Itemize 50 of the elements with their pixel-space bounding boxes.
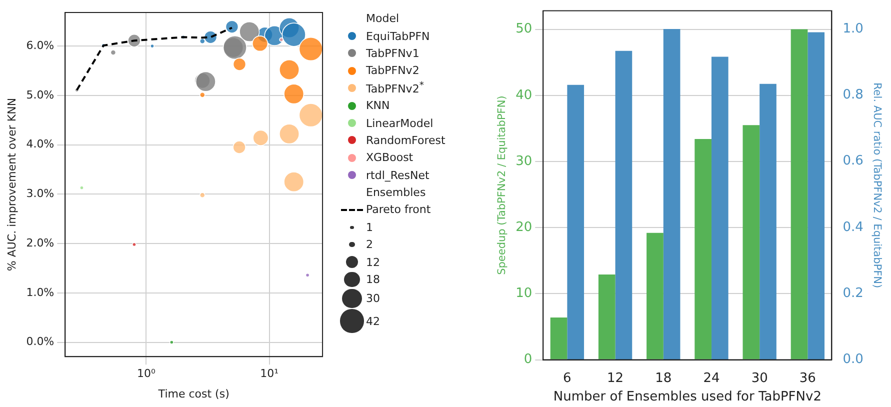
y2-tick-label: 0.8 [842,88,864,103]
y2-tick-label: 0.4 [842,220,864,235]
legend-label: XGBoost [366,151,414,164]
y-tick-label: 50 [516,22,532,37]
legend-label: Pareto front [366,203,431,216]
legend-label: TabPFNv2 [366,64,420,78]
legend-label: 42 [366,314,380,328]
y-tick-label: 40 [516,88,532,103]
y-tick-label: 3.0% [26,187,54,200]
y-tick-label: 5.0% [26,88,54,102]
legend-label: LinearModel [366,116,434,130]
y2-tick-label: 0.6 [842,154,864,169]
legend-label: KNN [366,99,390,112]
y-tick-label: 4.0% [26,138,54,151]
y2-tick-label: 0.2 [842,286,864,302]
legend-label: 30 [366,292,380,306]
y-tick-label: 30 [516,154,532,169]
y-tick-label: 10 [516,286,532,302]
x-tick-label: 6 [563,370,572,386]
x-tick-label: 18 [655,370,672,386]
y2-axis-title: Rel. AUC ratio (TabPFNv2 / EquitabPFN) [870,82,883,288]
x-tick-label: 10⁰ [136,367,156,380]
x-axis-title: Time cost (s) [157,387,230,400]
legend-label: 1 [366,220,373,234]
y-tick-label: 0 [524,352,532,368]
legend-label: TabPFNv2$^{*}$ [366,80,424,96]
legend-label: rtdl_ResNet [366,168,430,182]
y2-tick-label: 0.0 [842,352,864,368]
legend-label: 18 [366,273,380,286]
y-tick-label: 2.0% [26,236,54,250]
y-axis-title: % AUC. improvement over KNN [5,98,18,272]
x-tick-label: 10¹ [260,367,279,380]
y-tick-label: 0.0% [26,335,54,348]
legend-label: 2 [366,238,373,252]
y2-tick-label: 1.0 [842,21,864,36]
legend-label: RandomForest [366,134,446,147]
legend-label: 12 [366,256,380,269]
x-tick-label: 30 [751,370,768,386]
y-axis-title: Speedup (TabPFNv2 / EquitabPFN) [496,96,508,275]
y-tick-label: 20 [516,220,532,235]
x-tick-label: 12 [607,370,624,386]
legend-label: EquiTabPFN [366,30,430,43]
legend-label: TabPFNv1 [366,46,420,60]
x-tick-label: 24 [703,370,720,386]
y-tick-label: 6.0% [26,38,54,52]
y-tick-label: 1.0% [26,286,54,299]
text: Ensembles [366,186,426,200]
x-axis-title: Number of Ensembles used for TabPFNv2 [553,390,822,405]
legend-title: Model [366,12,400,26]
x-tick-label: 36 [799,370,816,386]
